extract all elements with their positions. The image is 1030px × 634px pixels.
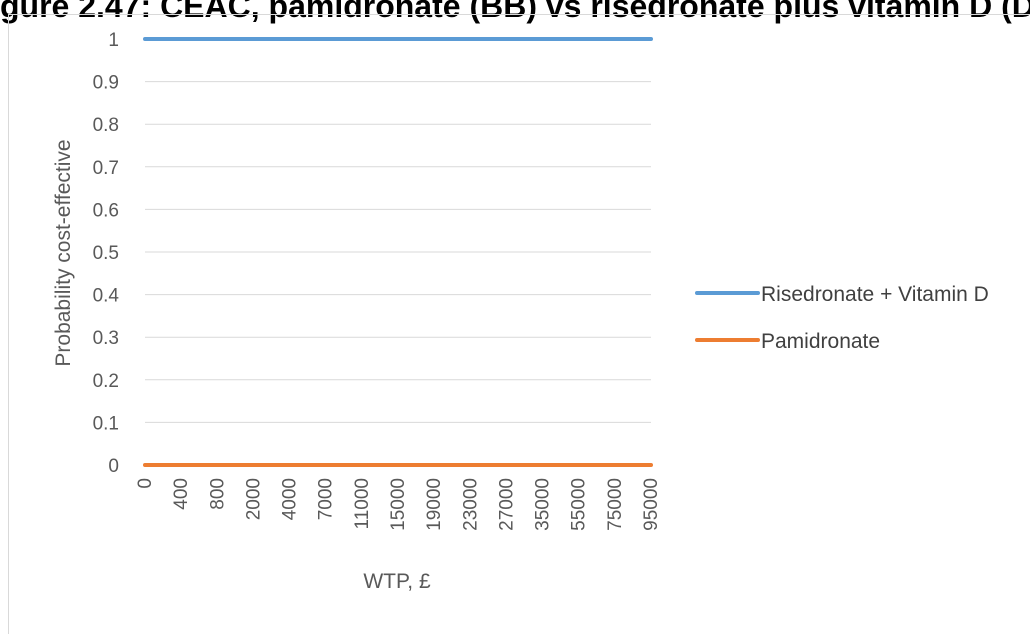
y-tick-label: 0.7: [93, 158, 119, 179]
x-tick-label: 15000: [388, 478, 409, 531]
legend-label: Risedronate + Vitamin D: [761, 283, 989, 306]
y-tick-label: 1: [108, 30, 119, 51]
y-tick-label: 0.8: [93, 115, 119, 136]
x-tick-label: 35000: [533, 478, 554, 531]
y-tick-label: 0: [108, 456, 119, 477]
ceac-chart: 0 0.1 0.2 0.3 0.4 0.5 0.6 0.7 0.8 0.9 1 0 400 800 200…: [52, 30, 989, 593]
x-tick-label: 2000: [243, 478, 264, 520]
x-tick-labels: 0 400 800 2000 4000 7000 11000 15000 19000 23000 2…: [135, 478, 662, 531]
y-tick-label: 0.3: [93, 328, 119, 349]
series-lines: [143, 37, 653, 467]
x-tick-label: 27000: [496, 478, 517, 531]
x-tick-label: 400: [171, 478, 192, 510]
legend: Risedronate + Vitamin D Pamidronate: [695, 283, 989, 353]
x-tick-label: 19000: [424, 478, 445, 531]
gridlines: [145, 38, 651, 466]
x-tick-label: 11000: [352, 478, 373, 529]
chart-frame: [8, 14, 1030, 634]
y-tick-label: 0.5: [93, 243, 119, 264]
y-tick-label: 0.9: [93, 73, 119, 94]
chart-title: gure 2.47: CEAC, pamidronate (BB) vs ris…: [0, 0, 1030, 24]
x-tick-label: 55000: [569, 478, 590, 531]
x-axis-title: WTP, £: [363, 570, 431, 593]
y-tick-labels: 0 0.1 0.2 0.3 0.4 0.5 0.6 0.7 0.8 0.9 1: [93, 30, 120, 477]
y-tick-label: 0.6: [93, 200, 119, 221]
y-tick-label: 0.1: [93, 413, 119, 434]
legend-label: Pamidronate: [761, 330, 880, 353]
x-tick-label: 95000: [641, 478, 662, 531]
y-tick-label: 0.2: [93, 371, 119, 392]
y-tick-label: 0.4: [93, 286, 120, 307]
x-tick-label: 7000: [316, 478, 337, 520]
x-tick-label: 23000: [460, 478, 481, 531]
x-tick-label: 4000: [280, 478, 301, 520]
x-tick-label: 800: [207, 478, 228, 510]
y-axis-title: Probability cost-effective: [52, 139, 75, 366]
x-tick-label: 75000: [605, 478, 626, 531]
x-tick-label: 0: [135, 478, 156, 489]
